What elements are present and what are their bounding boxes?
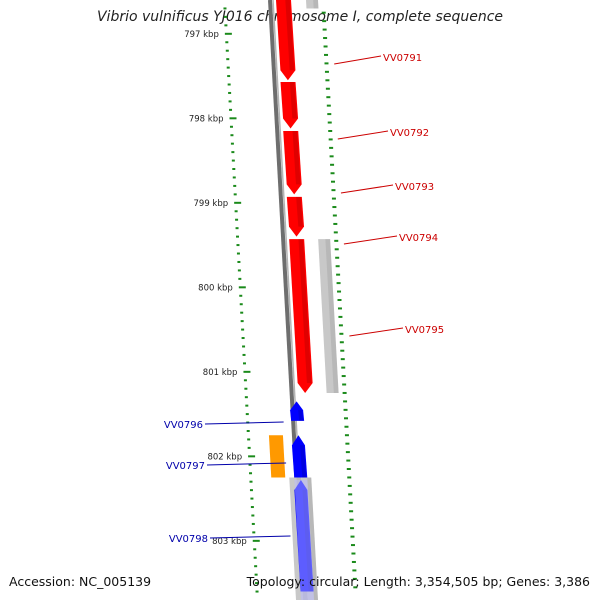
map-title: Vibrio vulnificus YJ016 chromosome I, co… <box>96 9 504 25</box>
gene-arrow-vv0794-shade <box>296 196 303 227</box>
scale-label: 802 kbp <box>207 452 242 462</box>
scale-label: 798 kbp <box>189 114 224 124</box>
gene-arrow-vv0792[interactable] <box>280 81 299 129</box>
gene-arrow-vv0791[interactable] <box>276 0 296 81</box>
gene-shadow-lower-2-shade <box>307 477 318 600</box>
label-leader-vv0795 <box>349 327 404 337</box>
label-leader-vv0791 <box>334 55 382 65</box>
accession-text: Accession: NC_005139 <box>9 574 152 589</box>
gene-arrow-vv0793[interactable] <box>283 130 302 195</box>
gene-label-vv0798[interactable]: VV0798 <box>169 534 208 545</box>
label-leader-vv0793 <box>340 184 394 194</box>
gene-label-vv0794[interactable]: VV0794 <box>399 233 438 244</box>
scale-label: 799 kbp <box>194 199 229 209</box>
scale-label: 800 kbp <box>198 283 233 293</box>
label-leader-vv0797 <box>206 462 287 466</box>
gene-label-vv0791[interactable]: VV0791 <box>383 53 422 64</box>
gene-arrow-vv0793-shade <box>292 130 301 185</box>
label-leader-vv0792 <box>337 130 389 140</box>
gene-arrow-vv0795[interactable] <box>289 239 313 393</box>
orange-feature[interactable] <box>268 435 286 478</box>
gene-label-vv0792[interactable]: VV0792 <box>390 128 429 139</box>
gene-arrow-vv0796-shade <box>298 410 304 421</box>
gene-arrow-vv0794[interactable] <box>286 196 305 237</box>
gene-label-vv0796[interactable]: VV0796 <box>164 420 203 431</box>
top-gray-shadow <box>306 0 319 9</box>
scale-label: 803 kbp <box>212 537 247 547</box>
label-leader-vv0794 <box>343 235 398 245</box>
scale-label: 801 kbp <box>203 368 238 378</box>
gene-tail-fade <box>294 480 314 600</box>
scale-label: 797 kbp <box>184 30 219 40</box>
gene-shadow-vv0795 <box>318 239 339 393</box>
gene-arrow-vv0795-shade <box>298 239 312 383</box>
gene-arrow-vv0792-shade <box>289 81 297 119</box>
gene-arrow-vv0797-shade <box>299 445 307 478</box>
gene-label-vv0797[interactable]: VV0797 <box>166 461 205 472</box>
gene-label-vv0795[interactable]: VV0795 <box>405 325 444 336</box>
label-leader-vv0798 <box>209 535 291 539</box>
genome-summary-text: Topology: circular; Length: 3,354,505 bp… <box>246 574 590 589</box>
label-leader-vv0796 <box>204 421 284 425</box>
top-gray-shadow-shade <box>313 0 319 9</box>
gene-shadow-vv0795-shade <box>325 239 339 393</box>
gene-arrow-vv0797[interactable] <box>291 435 308 478</box>
gene-arrow-vv0791-shade <box>285 0 295 71</box>
gene-label-vv0793[interactable]: VV0793 <box>395 182 434 193</box>
gene-arrow-vv0796[interactable] <box>290 401 305 421</box>
